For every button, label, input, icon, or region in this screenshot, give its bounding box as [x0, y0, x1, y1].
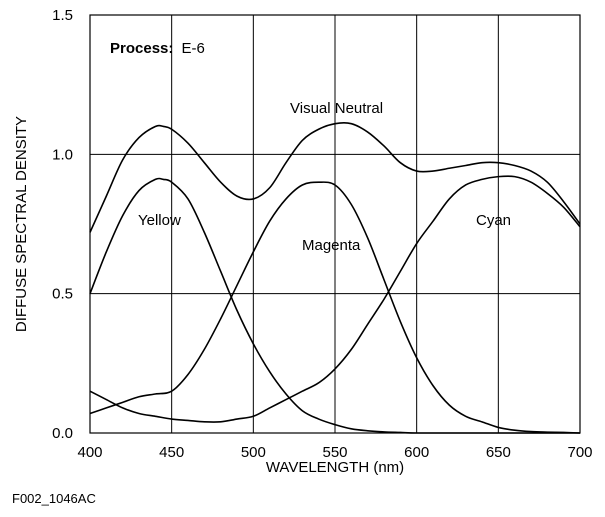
x-tick-label: 500: [241, 444, 266, 461]
series-line-visual-neutral: [89, 122, 581, 233]
process-annotation-label: Process:: [110, 40, 173, 57]
x-tick-labels: 400 450 500 550 600 650 700: [77, 444, 592, 461]
series-line-yellow: [89, 177, 580, 434]
curve-label-cyan: Cyan: [476, 212, 511, 229]
x-tick-label: 400: [77, 444, 102, 461]
curve-label-magenta: Magenta: [302, 237, 361, 254]
process-annotation: Process: E-6: [110, 40, 205, 57]
series-line-cyan: [89, 181, 581, 434]
curves: [89, 122, 581, 434]
curve-label-visual-neutral: Visual Neutral: [290, 100, 383, 117]
x-tick-label: 450: [159, 444, 184, 461]
y-tick-labels: 0.0 0.5 1.0 1.5: [52, 7, 73, 442]
y-tick-label: 0.0: [52, 425, 73, 442]
y-tick-label: 0.5: [52, 286, 73, 303]
figure-id: F002_1046AC: [12, 491, 96, 506]
x-tick-label: 600: [404, 444, 429, 461]
y-tick-label: 1.0: [52, 146, 73, 163]
x-tick-label: 700: [567, 444, 592, 461]
process-annotation-value: E-6: [182, 40, 205, 57]
curve-label-yellow: Yellow: [138, 212, 181, 229]
series-line-magenta: [89, 175, 581, 423]
y-tick-label: 1.5: [52, 7, 73, 24]
x-tick-label: 650: [486, 444, 511, 461]
x-axis-title: WAVELENGTH (nm): [266, 459, 404, 476]
y-axis-title: DIFFUSE SPECTRAL DENSITY: [13, 116, 30, 332]
x-tick-label: 550: [322, 444, 347, 461]
